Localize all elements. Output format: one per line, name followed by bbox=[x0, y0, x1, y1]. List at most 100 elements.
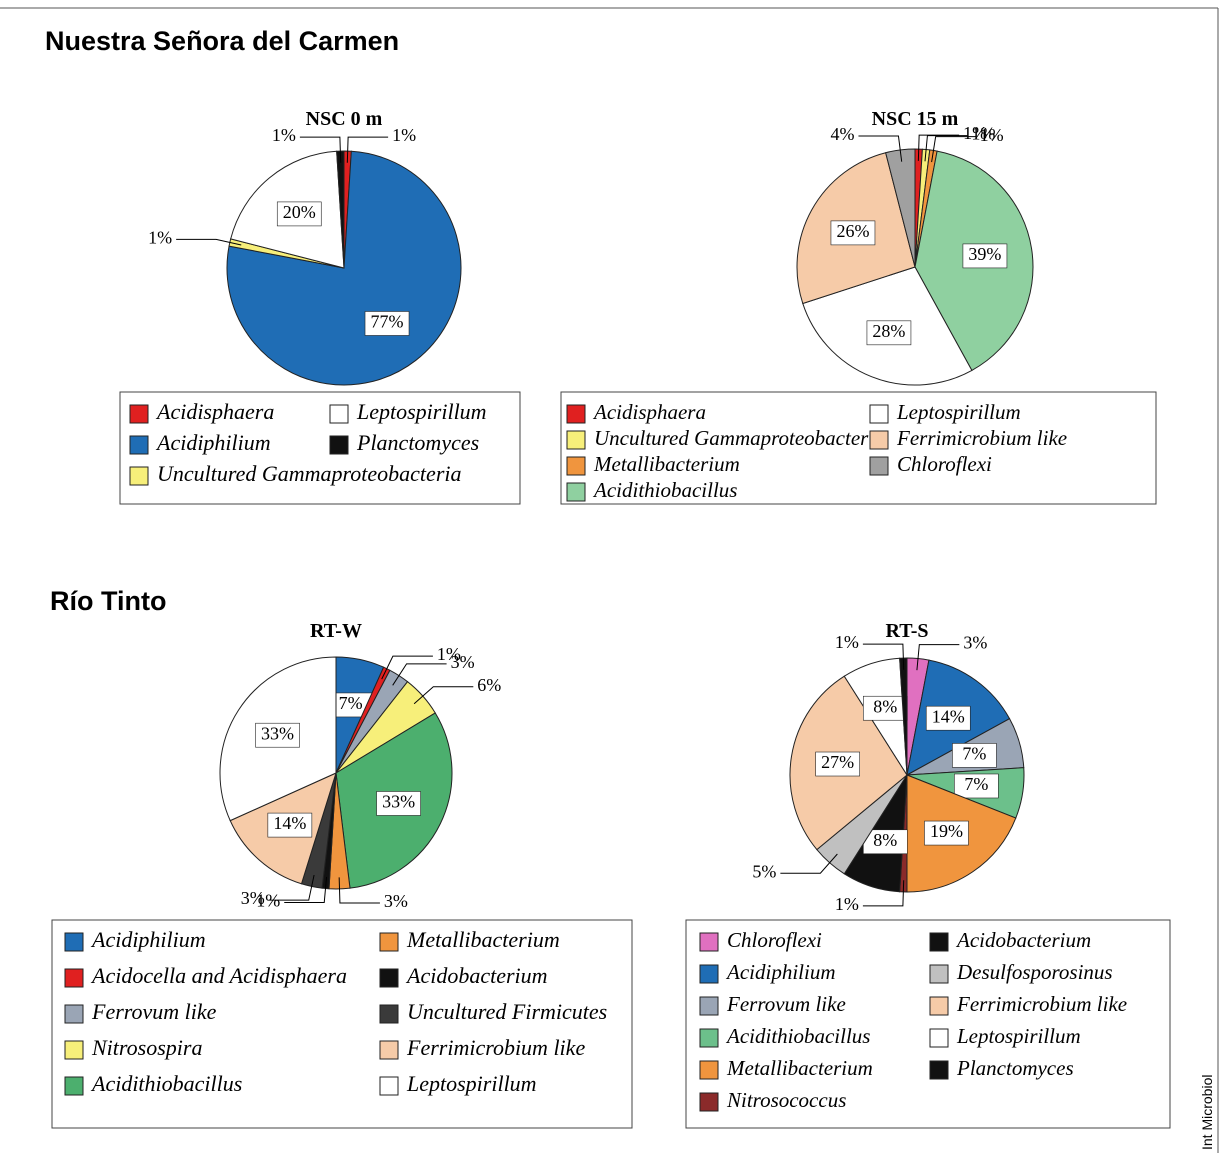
legend-label: Acidithiobacillus bbox=[725, 1024, 870, 1048]
leader-line bbox=[284, 876, 328, 903]
label-box bbox=[952, 743, 997, 768]
value-label: 3% bbox=[384, 891, 408, 911]
value-label: 1% bbox=[437, 644, 461, 664]
legend-label: Chloroflexi bbox=[897, 452, 992, 476]
value-label: 14% bbox=[273, 813, 306, 833]
section-heading: Nuestra Señora del Carmen bbox=[45, 26, 399, 56]
value-label: 6% bbox=[477, 675, 501, 695]
leader-line bbox=[413, 686, 474, 705]
legend-box bbox=[51, 919, 633, 1129]
legend-swatch bbox=[699, 1092, 719, 1112]
leader-line bbox=[858, 135, 903, 162]
legend-swatch bbox=[329, 404, 349, 424]
legend-label: Ferrovum like bbox=[726, 992, 846, 1016]
legend-swatch bbox=[699, 1060, 719, 1080]
legend-swatch bbox=[699, 1028, 719, 1048]
value-label: 1% bbox=[963, 123, 987, 143]
legend-swatch bbox=[929, 964, 949, 984]
value-label: 19% bbox=[930, 821, 963, 841]
legend-label: Acidisphaera bbox=[155, 399, 274, 424]
legend-label: Acidobacterium bbox=[955, 928, 1091, 952]
legend-swatch bbox=[929, 1060, 949, 1080]
leader-line bbox=[931, 136, 976, 163]
value-label: 28% bbox=[872, 321, 905, 341]
legend-swatch bbox=[566, 456, 586, 476]
credit: Int Microbiol bbox=[1199, 1075, 1215, 1150]
leader-line bbox=[268, 874, 315, 901]
legend-label: Uncultured Gammaproteobacteria bbox=[157, 461, 462, 486]
legend-label: Acidithiobacillus bbox=[592, 478, 737, 502]
chart-title: NSC 0 m bbox=[306, 108, 383, 130]
value-label: 7% bbox=[339, 693, 363, 713]
legend-label: Ferrimicrobium like bbox=[956, 992, 1127, 1016]
legend-swatch bbox=[379, 932, 399, 952]
legend-label: Acidiphilium bbox=[90, 927, 206, 952]
legend-label: Acidiphilium bbox=[155, 430, 271, 455]
label-box bbox=[364, 311, 410, 336]
legend-label: Desulfosporosinus bbox=[956, 960, 1113, 984]
legend-label: Uncultured Gammaproteobacteria bbox=[594, 426, 885, 450]
value-label: 27% bbox=[821, 752, 854, 772]
legend-swatch bbox=[379, 968, 399, 988]
value-label: 14% bbox=[932, 706, 965, 726]
value-label: 1% bbox=[835, 632, 859, 652]
legend-label: Leptospirillum bbox=[356, 399, 487, 424]
value-label: 20% bbox=[283, 202, 316, 222]
label-box bbox=[267, 812, 313, 838]
legend-label: Metallibacterium bbox=[726, 1056, 873, 1080]
value-label: 8% bbox=[873, 830, 897, 850]
legend-label: Acidisphaera bbox=[592, 400, 706, 424]
label-box bbox=[815, 751, 860, 777]
value-label: 1% bbox=[971, 124, 995, 144]
leader-line bbox=[176, 238, 242, 246]
chart-title: RT-W bbox=[310, 620, 362, 642]
value-label: 4% bbox=[830, 124, 854, 144]
leader-line bbox=[862, 643, 905, 670]
legend-label: Chloroflexi bbox=[727, 928, 822, 952]
label-box bbox=[924, 820, 969, 846]
label-box bbox=[962, 243, 1008, 269]
value-label: 5% bbox=[752, 861, 776, 881]
leader-line bbox=[338, 877, 380, 904]
legend-swatch bbox=[929, 996, 949, 1016]
legend-swatch bbox=[869, 404, 889, 424]
chart-title: RT-S bbox=[885, 620, 928, 642]
legend-swatch bbox=[929, 1028, 949, 1048]
leader-line bbox=[917, 134, 960, 161]
value-label: 33% bbox=[382, 792, 415, 812]
label-box bbox=[830, 220, 876, 246]
section-heading: Río Tinto bbox=[50, 586, 166, 616]
legend-swatch bbox=[64, 1004, 84, 1024]
legend-label: Metallibacterium bbox=[406, 927, 560, 952]
legend-label: Nitrosococcus bbox=[726, 1088, 846, 1112]
legend-label: Acidiphilium bbox=[725, 960, 836, 984]
leader-line bbox=[392, 663, 447, 686]
legend-box bbox=[119, 391, 521, 505]
legend-swatch bbox=[379, 1040, 399, 1060]
legend-swatch bbox=[869, 430, 889, 450]
legend-label: Metallibacterium bbox=[593, 452, 740, 476]
legend-swatch bbox=[699, 996, 719, 1016]
legend-label: Acidithiobacillus bbox=[90, 1071, 242, 1096]
label-box bbox=[276, 201, 322, 227]
legend-swatch bbox=[64, 968, 84, 988]
legend-swatch bbox=[699, 964, 719, 984]
legend-swatch bbox=[929, 932, 949, 952]
legend-label: Acidobacterium bbox=[405, 963, 548, 988]
legend-swatch bbox=[566, 482, 586, 502]
value-label: 33% bbox=[261, 723, 294, 743]
legend-label: Leptospirillum bbox=[406, 1071, 537, 1096]
legend-label: Leptospirillum bbox=[896, 400, 1021, 424]
leader-line bbox=[916, 644, 960, 671]
legend-swatch bbox=[379, 1004, 399, 1024]
legend-swatch bbox=[379, 1076, 399, 1096]
value-label: 7% bbox=[962, 744, 986, 764]
leader-line bbox=[780, 853, 838, 874]
leader-line bbox=[299, 136, 342, 163]
legend-swatch bbox=[329, 435, 349, 455]
legend-swatch bbox=[869, 456, 889, 476]
leader-line bbox=[346, 136, 389, 163]
legend-box bbox=[685, 919, 1171, 1129]
legend-swatch bbox=[129, 404, 149, 424]
